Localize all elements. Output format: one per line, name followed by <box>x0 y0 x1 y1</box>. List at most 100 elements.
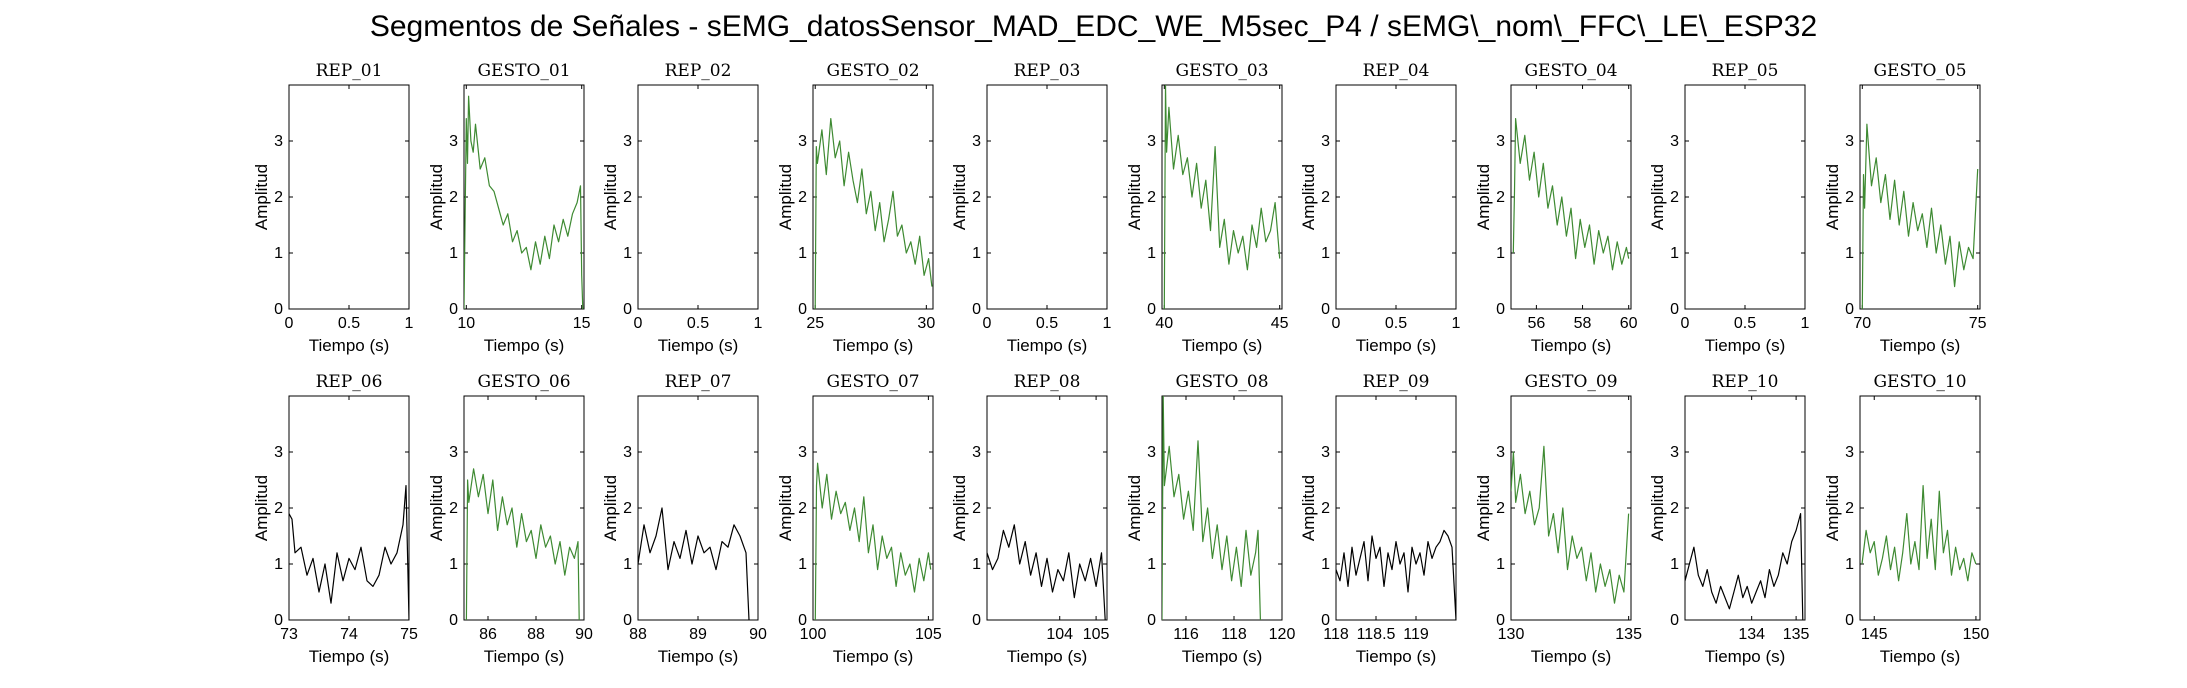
axes-box <box>288 84 410 310</box>
x-tick-label: 145 <box>1861 626 1888 643</box>
x-axis-label: Tiempo (s) <box>1705 336 1786 355</box>
subplot: GESTO_04 0 1 2 3 56 58 60 Tiempo (s) Amplitud <box>1474 61 1638 355</box>
x-tick-label: 88 <box>527 626 545 643</box>
x-axis-label: Tiempo (s) <box>658 647 739 666</box>
y-axis-label: Amplitud <box>601 164 620 230</box>
x-tick-label: 90 <box>749 626 767 643</box>
x-axis-label: Tiempo (s) <box>833 647 914 666</box>
subplot-title: GESTO_01 <box>477 61 570 81</box>
x-tick-label: 0 <box>285 315 294 332</box>
subplot-title: REP_07 <box>665 372 732 392</box>
y-tick-label: 2 <box>274 189 283 206</box>
y-axis-label: Amplitud <box>950 475 969 541</box>
y-tick-label: 3 <box>1845 133 1854 150</box>
subplot-title: GESTO_05 <box>1873 61 1966 81</box>
x-axis-label: Tiempo (s) <box>1182 336 1263 355</box>
y-axis-label: Amplitud <box>1648 164 1667 230</box>
series-line <box>1336 529 1456 620</box>
subplot-title: REP_03 <box>1014 61 1081 81</box>
series-line <box>814 117 933 309</box>
x-tick-label: 25 <box>806 315 824 332</box>
subplot: GESTO_03 0 1 2 3 40 45 Tiempo (s) Amplitud <box>1125 61 1289 355</box>
y-tick-label: 1 <box>623 245 632 262</box>
x-tick-label: 1 <box>1103 315 1112 332</box>
y-tick-label: 2 <box>1147 189 1156 206</box>
y-tick-label: 2 <box>798 189 807 206</box>
x-tick-label: 40 <box>1155 315 1173 332</box>
y-axis-label: Amplitud <box>1299 164 1318 230</box>
x-axis-label: Tiempo (s) <box>1007 336 1088 355</box>
y-tick-label: 0 <box>1147 612 1156 629</box>
y-tick-label: 3 <box>798 444 807 461</box>
series-line <box>1685 512 1804 620</box>
x-axis-label: Tiempo (s) <box>1531 336 1612 355</box>
x-tick-label: 89 <box>689 626 707 643</box>
y-tick-label: 3 <box>1670 133 1679 150</box>
y-tick-label: 3 <box>623 133 632 150</box>
x-tick-label: 135 <box>1783 626 1810 643</box>
y-tick-label: 0 <box>449 612 458 629</box>
y-tick-label: 2 <box>1670 500 1679 517</box>
y-tick-label: 3 <box>449 444 458 461</box>
x-tick-label: 104 <box>1046 626 1073 643</box>
x-axis-label: Tiempo (s) <box>484 336 565 355</box>
subplot-title: REP_01 <box>316 61 383 81</box>
series-line <box>465 468 580 620</box>
axes-box <box>637 395 759 621</box>
subplot: REP_08 0 1 2 3 104 105 Tiempo (s) Amplitud <box>950 372 1110 666</box>
subplot: REP_10 0 1 2 3 134 135 Tiempo (s) Amplitud <box>1648 372 1810 666</box>
x-axis-label: Tiempo (s) <box>1531 647 1612 666</box>
y-tick-label: 0 <box>1147 301 1156 318</box>
y-axis-label: Amplitud <box>1823 475 1842 541</box>
subplot: GESTO_01 0 1 2 3 10 15 Tiempo (s) Amplitud <box>427 61 591 355</box>
x-tick-label: 119 <box>1403 626 1429 643</box>
y-tick-label: 3 <box>798 133 807 150</box>
subplot: REP_02 0 1 2 3 0 0.5 1 Tiempo (s) Amplitud <box>601 61 763 355</box>
y-tick-label: 0 <box>449 301 458 318</box>
series-line <box>1162 396 1261 620</box>
y-tick-label: 0 <box>1321 301 1330 318</box>
y-axis-label: Amplitud <box>776 164 795 230</box>
y-axis-label: Amplitud <box>427 164 446 230</box>
subplot: GESTO_08 0 1 2 3 116 118 120 Tiempo (s) Amplitud <box>1125 372 1295 666</box>
axes-box <box>1335 84 1457 310</box>
axes-box <box>1161 395 1283 621</box>
y-tick-label: 3 <box>274 444 283 461</box>
x-tick-label: 45 <box>1271 315 1289 332</box>
axes-box <box>1335 395 1457 621</box>
y-tick-label: 3 <box>972 133 981 150</box>
y-tick-label: 0 <box>798 612 807 629</box>
series-line <box>1861 485 1977 582</box>
x-tick-label: 120 <box>1269 626 1296 643</box>
y-tick-label: 2 <box>1496 500 1505 517</box>
x-tick-label: 0.5 <box>1385 315 1407 332</box>
y-tick-label: 1 <box>1147 245 1156 262</box>
y-axis-label: Amplitud <box>1125 164 1144 230</box>
x-tick-label: 0.5 <box>687 315 709 332</box>
x-tick-label: 60 <box>1620 315 1638 332</box>
x-tick-label: 100 <box>800 626 827 643</box>
series-line <box>289 485 409 620</box>
y-tick-label: 1 <box>1321 556 1330 573</box>
y-tick-label: 1 <box>1845 245 1854 262</box>
x-tick-label: 0 <box>634 315 643 332</box>
x-tick-label: 130 <box>1498 626 1525 643</box>
subplot-title: GESTO_10 <box>1873 372 1966 392</box>
x-tick-label: 0 <box>1332 315 1341 332</box>
y-axis-label: Amplitud <box>252 475 271 541</box>
y-tick-label: 3 <box>1147 444 1156 461</box>
axes-box <box>637 84 759 310</box>
axes-box <box>1859 84 1981 310</box>
y-tick-label: 1 <box>1845 556 1854 573</box>
x-tick-label: 0 <box>983 315 992 332</box>
y-tick-label: 0 <box>1845 301 1854 318</box>
y-tick-label: 2 <box>1321 500 1330 517</box>
x-tick-label: 1 <box>1452 315 1461 332</box>
subplot-title: REP_05 <box>1712 61 1779 81</box>
y-tick-label: 1 <box>623 556 632 573</box>
subplot-title: REP_06 <box>316 372 383 392</box>
y-tick-label: 2 <box>1321 189 1330 206</box>
y-axis-label: Amplitud <box>1648 475 1667 541</box>
y-axis-label: Amplitud <box>1474 164 1493 230</box>
